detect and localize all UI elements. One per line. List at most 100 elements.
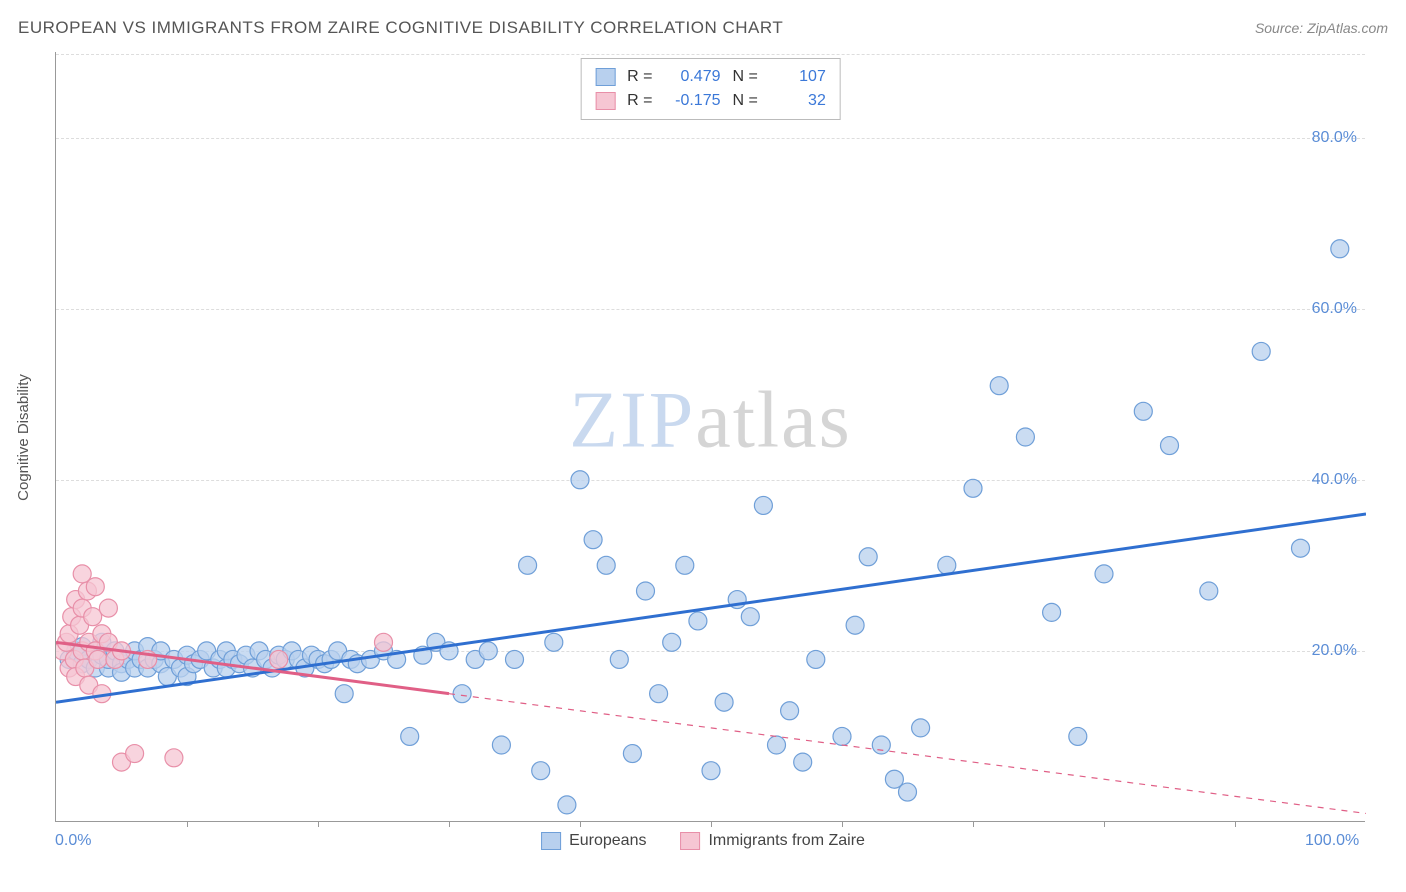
series-legend: Europeans Immigrants from Zaire <box>541 832 865 850</box>
data-point <box>73 599 91 617</box>
data-point <box>506 650 524 668</box>
data-point <box>113 655 131 673</box>
x-tick-label: 100.0% <box>1305 832 1359 850</box>
correlation-legend: R = 0.479 N = 107 R = -0.175 N = 32 <box>580 58 841 120</box>
data-point <box>348 655 366 673</box>
data-point <box>1200 582 1218 600</box>
data-point <box>492 736 510 754</box>
data-point <box>80 633 98 651</box>
legend-label: Immigrants from Zaire <box>708 832 864 850</box>
data-point <box>191 650 209 668</box>
data-point <box>132 650 150 668</box>
data-point <box>663 633 681 651</box>
data-point <box>126 745 144 763</box>
data-point <box>754 496 772 514</box>
data-point <box>65 650 83 668</box>
data-point <box>139 638 157 656</box>
data-point <box>1292 539 1310 557</box>
data-point <box>76 659 94 677</box>
r-label: R = <box>627 65 652 89</box>
data-point <box>375 633 393 651</box>
data-point <box>106 650 124 668</box>
watermark-atlas: atlas <box>695 377 852 465</box>
data-point <box>1095 565 1113 583</box>
source-attribution: Source: ZipAtlas.com <box>1255 20 1388 36</box>
legend-item-europeans: Europeans <box>541 832 646 850</box>
data-point <box>60 625 78 643</box>
data-point <box>99 659 117 677</box>
data-point <box>57 633 75 651</box>
data-point <box>990 377 1008 395</box>
n-label: N = <box>733 89 758 113</box>
x-tick-mark <box>449 821 450 827</box>
data-point <box>139 659 157 677</box>
swatch-icon <box>595 68 615 86</box>
gridline <box>56 54 1365 55</box>
data-point <box>558 796 576 814</box>
data-point <box>145 650 163 668</box>
data-point <box>60 659 78 677</box>
data-point <box>67 668 85 686</box>
data-point <box>545 633 563 651</box>
x-tick-mark <box>842 821 843 827</box>
y-axis-label-wrap: Cognitive Disability <box>8 52 38 822</box>
data-point <box>741 608 759 626</box>
data-point <box>289 650 307 668</box>
watermark-zip: ZIP <box>569 377 695 465</box>
data-point <box>73 638 91 656</box>
data-point <box>93 685 111 703</box>
data-point <box>322 650 340 668</box>
data-point <box>794 753 812 771</box>
data-point <box>728 591 746 609</box>
x-tick-mark <box>318 821 319 827</box>
data-point <box>86 659 104 677</box>
swatch-icon <box>680 832 700 850</box>
data-point <box>342 650 360 668</box>
data-point <box>768 736 786 754</box>
data-point <box>361 650 379 668</box>
data-point <box>93 646 111 664</box>
data-point <box>99 650 117 668</box>
data-point <box>623 745 641 763</box>
legend-item-zaire: Immigrants from Zaire <box>680 832 864 850</box>
data-point <box>1331 240 1349 258</box>
data-point <box>912 719 930 737</box>
data-point <box>139 650 157 668</box>
data-point <box>427 633 445 651</box>
y-tick-label: 60.0% <box>1312 300 1357 318</box>
data-point <box>263 659 281 677</box>
data-point <box>335 685 353 703</box>
data-point <box>217 659 235 677</box>
x-tick-mark <box>973 821 974 827</box>
data-point <box>676 556 694 574</box>
scatter-points-layer <box>56 52 1366 822</box>
data-point <box>414 646 432 664</box>
data-point <box>89 650 107 668</box>
r-value: 0.479 <box>665 65 721 89</box>
data-point <box>152 655 170 673</box>
data-point <box>73 655 91 673</box>
swatch-icon <box>595 92 615 110</box>
legend-row-zaire: R = -0.175 N = 32 <box>595 89 826 113</box>
data-point <box>73 565 91 583</box>
data-point <box>781 702 799 720</box>
gridline <box>56 309 1365 310</box>
data-point <box>60 650 78 668</box>
legend-row-europeans: R = 0.479 N = 107 <box>595 65 826 89</box>
data-point <box>78 582 96 600</box>
data-point <box>67 591 85 609</box>
data-point <box>80 650 98 668</box>
data-point <box>171 659 189 677</box>
data-point <box>833 727 851 745</box>
data-point <box>296 659 314 677</box>
gridline <box>56 480 1365 481</box>
data-point <box>63 608 81 626</box>
data-point <box>126 659 144 677</box>
data-point <box>119 650 137 668</box>
data-point <box>71 616 89 634</box>
data-point <box>689 612 707 630</box>
data-point <box>244 659 262 677</box>
data-point <box>309 650 327 668</box>
chart-title: EUROPEAN VS IMMIGRANTS FROM ZAIRE COGNIT… <box>18 18 783 38</box>
n-value: 32 <box>770 89 826 113</box>
